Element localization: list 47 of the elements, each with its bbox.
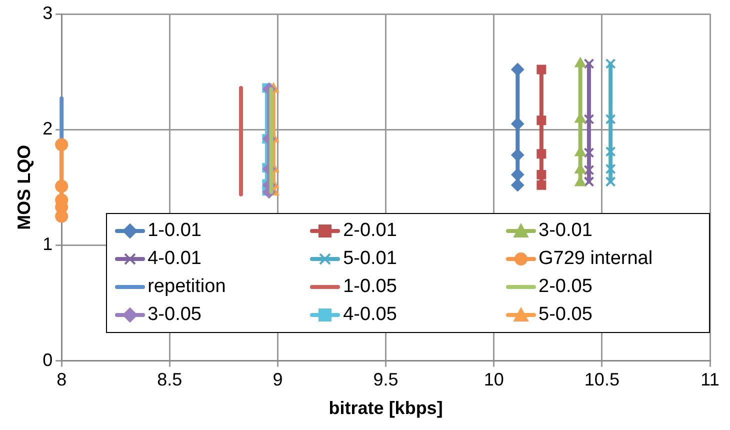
- point: [511, 62, 524, 76]
- point: [536, 116, 546, 126]
- point: [55, 138, 68, 152]
- legend-label: 2-0.05: [538, 276, 592, 298]
- x-tick-label: 10.5: [584, 370, 620, 390]
- y-tick-label: 1: [42, 234, 53, 254]
- x-tick-label: 8.5: [157, 370, 182, 390]
- point: [605, 58, 616, 69]
- legend-label: G729 internal: [538, 248, 653, 270]
- point: [536, 149, 546, 159]
- x-tick-label: 9: [272, 370, 283, 390]
- point: [511, 168, 524, 182]
- point: [536, 170, 546, 180]
- point: [574, 57, 586, 68]
- point: [511, 178, 524, 192]
- y-axis-title: MOS LQO: [14, 144, 34, 230]
- point: [55, 180, 68, 193]
- legend-label: 2-0.01: [343, 220, 397, 242]
- point: [605, 176, 616, 187]
- point: [55, 210, 68, 223]
- legend-label: 4-0.01: [148, 248, 202, 270]
- point: [605, 114, 616, 124]
- x-axis-title: bitrate [kbps]: [328, 398, 443, 418]
- point: [536, 180, 546, 190]
- legend-label: 4-0.05: [343, 304, 397, 326]
- x-tick-label: 8: [56, 370, 67, 390]
- y-tick-label: 3: [42, 2, 53, 23]
- x-tick-label: 10: [484, 370, 504, 390]
- point: [584, 114, 594, 124]
- y-tick-label: 2: [42, 118, 53, 139]
- y-tick-label: 0: [42, 350, 53, 370]
- point: [511, 148, 524, 162]
- point: [605, 164, 616, 174]
- x-tick-label: 9.5: [373, 370, 398, 390]
- point: [584, 147, 594, 158]
- legend-label: 5-0.05: [538, 304, 592, 326]
- point: [536, 64, 546, 74]
- legend-label: 3-0.01: [538, 220, 592, 242]
- legend-label: repetition: [148, 276, 226, 298]
- legend-label: 1-0.01: [148, 220, 202, 242]
- point: [584, 58, 594, 69]
- legend-label: 1-0.05: [343, 276, 397, 298]
- point: [605, 146, 616, 157]
- legend-label: 5-0.01: [343, 248, 397, 270]
- legend-label: 3-0.05: [148, 304, 202, 326]
- point: [511, 117, 524, 130]
- x-tick-label: 11: [700, 370, 720, 390]
